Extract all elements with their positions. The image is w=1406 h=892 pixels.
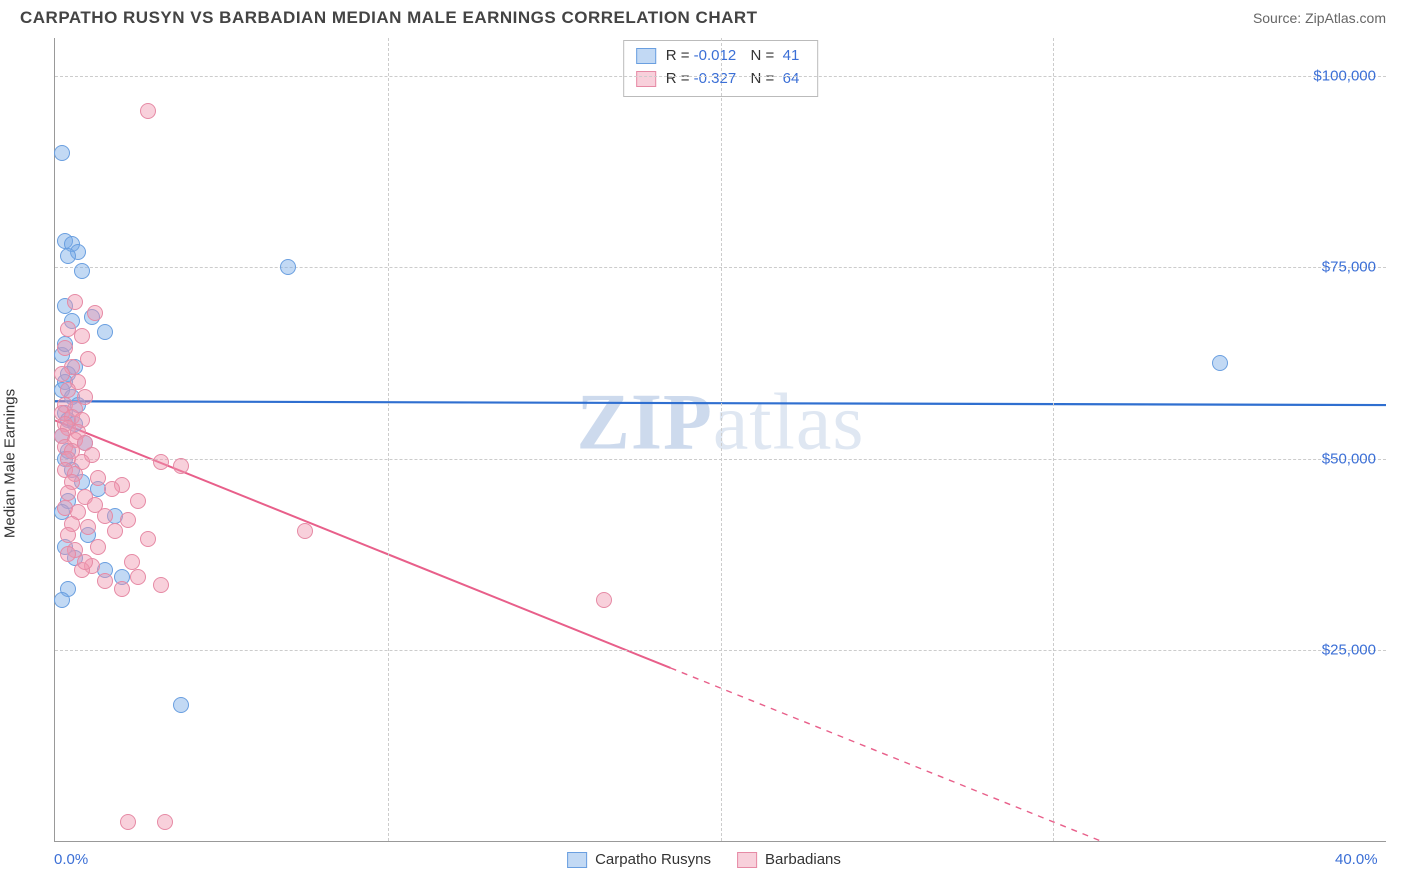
y-axis-label: Median Male Earnings bbox=[2, 389, 19, 538]
series-legend: Carpatho Rusyns Barbadians bbox=[567, 851, 841, 868]
scatter-point bbox=[60, 546, 76, 562]
scatter-point bbox=[60, 485, 76, 501]
scatter-point bbox=[90, 539, 106, 555]
scatter-point bbox=[120, 814, 136, 830]
scatter-point bbox=[80, 519, 96, 535]
scatter-point bbox=[97, 508, 113, 524]
y-tick-label: $75,000 bbox=[1322, 259, 1376, 276]
legend-swatch bbox=[636, 48, 656, 64]
scatter-point bbox=[280, 259, 296, 275]
x-tick-label: 0.0% bbox=[54, 851, 88, 868]
scatter-point bbox=[153, 577, 169, 593]
scatter-point bbox=[124, 554, 140, 570]
scatter-point bbox=[97, 573, 113, 589]
scatter-point bbox=[297, 523, 313, 539]
stat-legend-text: R = -0.327 N = 64 bbox=[666, 68, 806, 91]
source-prefix: Source: bbox=[1253, 10, 1301, 26]
scatter-point bbox=[60, 527, 76, 543]
scatter-point bbox=[67, 294, 83, 310]
legend-item: Barbadians bbox=[737, 851, 841, 868]
scatter-point bbox=[130, 569, 146, 585]
scatter-point bbox=[87, 305, 103, 321]
scatter-point bbox=[173, 697, 189, 713]
scatter-point bbox=[157, 814, 173, 830]
scatter-point bbox=[77, 554, 93, 570]
scatter-point bbox=[173, 458, 189, 474]
scatter-point bbox=[80, 351, 96, 367]
scatter-point bbox=[60, 382, 76, 398]
gridline-v bbox=[721, 38, 722, 841]
scatter-point bbox=[130, 493, 146, 509]
scatter-point bbox=[107, 523, 123, 539]
chart-title: CARPATHO RUSYN VS BARBADIAN MEDIAN MALE … bbox=[20, 8, 758, 28]
stat-legend-text: R = -0.012 N = 41 bbox=[666, 45, 806, 68]
trend-line-dashed bbox=[671, 668, 1386, 841]
y-tick-label: $100,000 bbox=[1313, 68, 1376, 85]
gridline-v bbox=[388, 38, 389, 841]
scatter-point bbox=[153, 454, 169, 470]
scatter-point bbox=[54, 592, 70, 608]
legend-swatch bbox=[737, 852, 757, 868]
legend-swatch bbox=[636, 71, 656, 87]
scatter-point bbox=[140, 103, 156, 119]
scatter-point bbox=[54, 145, 70, 161]
scatter-point bbox=[120, 512, 136, 528]
scatter-point bbox=[60, 248, 76, 264]
scatter-point bbox=[104, 481, 120, 497]
scatter-point bbox=[74, 263, 90, 279]
legend-swatch bbox=[567, 852, 587, 868]
y-tick-label: $25,000 bbox=[1322, 641, 1376, 658]
scatter-point bbox=[74, 328, 90, 344]
watermark-light: atlas bbox=[713, 379, 865, 467]
source-name: ZipAtlas.com bbox=[1305, 10, 1386, 26]
y-tick-label: $50,000 bbox=[1322, 450, 1376, 467]
scatter-point bbox=[114, 581, 130, 597]
scatter-point bbox=[97, 324, 113, 340]
scatter-point bbox=[57, 340, 73, 356]
chart-container: Median Male Earnings ZIPatlas R = -0.012… bbox=[22, 38, 1386, 872]
gridline-v bbox=[1053, 38, 1054, 841]
plot-area: ZIPatlas R = -0.012 N = 41R = -0.327 N =… bbox=[54, 38, 1386, 842]
scatter-point bbox=[1212, 355, 1228, 371]
watermark-bold: ZIP bbox=[577, 379, 713, 467]
x-tick-label: 40.0% bbox=[1335, 851, 1378, 868]
legend-label: Carpatho Rusyns bbox=[595, 851, 711, 868]
legend-label: Barbadians bbox=[765, 851, 841, 868]
scatter-point bbox=[54, 366, 70, 382]
source-attribution: Source: ZipAtlas.com bbox=[1253, 10, 1386, 26]
scatter-point bbox=[90, 470, 106, 486]
scatter-point bbox=[140, 531, 156, 547]
scatter-point bbox=[596, 592, 612, 608]
legend-item: Carpatho Rusyns bbox=[567, 851, 711, 868]
